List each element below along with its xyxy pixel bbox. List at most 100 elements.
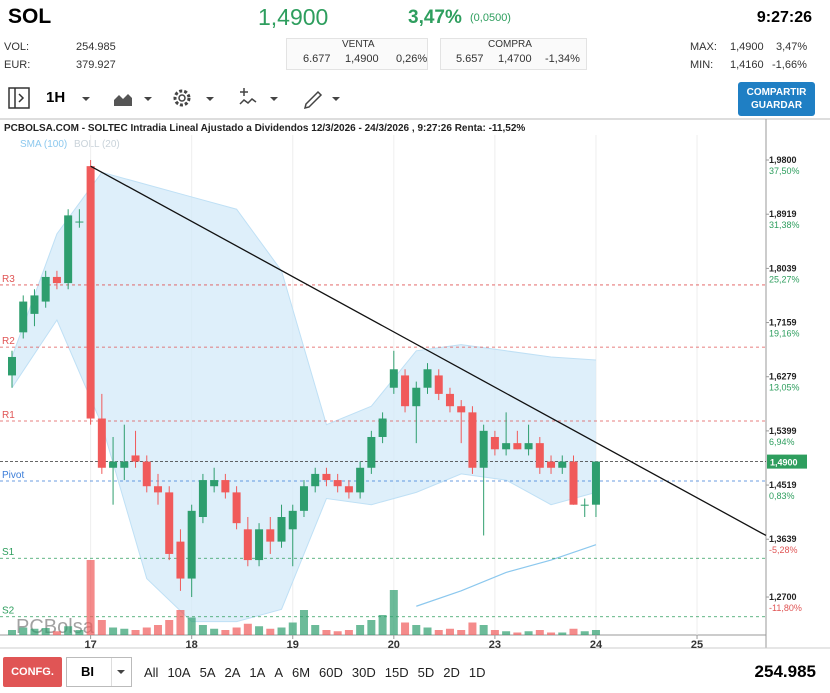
y-tick-label: 1,8919 xyxy=(769,209,797,219)
y-tick-label: 1,3639 xyxy=(769,534,797,544)
boll-upper xyxy=(11,171,596,426)
dropdown-arrow[interactable] xyxy=(144,97,152,101)
period-button[interactable]: 1A xyxy=(249,665,266,680)
y-tick-label: 1,4519 xyxy=(769,480,797,490)
period-button[interactable]: 2D xyxy=(443,665,460,680)
y-tick-label: 1,9800 xyxy=(769,155,797,165)
candle-body xyxy=(401,375,410,407)
vol: 254.985 xyxy=(76,41,116,53)
period-button[interactable]: All xyxy=(144,665,159,680)
min-label: MIN: xyxy=(690,59,714,71)
volume-bar xyxy=(109,627,118,635)
pivot-label: S1 xyxy=(2,547,15,558)
candle-body xyxy=(344,486,353,493)
period-button[interactable]: A xyxy=(274,665,283,680)
chart-type-icon[interactable] xyxy=(114,94,132,106)
volume-bar xyxy=(356,625,365,635)
volume-bar xyxy=(30,628,39,635)
max-label: MAX: xyxy=(690,41,717,53)
sma-line xyxy=(416,544,597,607)
compra-title: COMPRA xyxy=(488,39,532,50)
candle-body xyxy=(277,517,286,542)
pivot-label: R1 xyxy=(2,410,15,421)
interval[interactable]: 1H xyxy=(46,89,66,106)
y-tick-pct: 37,50% xyxy=(769,166,800,176)
period-button[interactable]: 15D xyxy=(384,665,409,680)
volume-bar xyxy=(277,627,286,635)
candle-body xyxy=(86,166,95,419)
candle-body xyxy=(165,492,174,554)
pivot-label: Pivot xyxy=(2,470,24,481)
candle-body xyxy=(580,504,589,506)
candle-body xyxy=(52,276,61,284)
candle-body xyxy=(569,461,578,505)
dropdown-arrow[interactable] xyxy=(206,97,214,101)
venta-pct: 0,26% xyxy=(396,53,428,65)
volume-bar xyxy=(591,630,600,635)
candle-body xyxy=(142,461,151,487)
candle-body xyxy=(412,387,421,407)
volume-bar xyxy=(232,627,241,635)
mode-select[interactable]: BI xyxy=(66,657,132,687)
eur-label: EUR: xyxy=(4,59,31,71)
volume-bar xyxy=(547,632,556,635)
candle-body xyxy=(221,480,230,493)
period-button[interactable]: 5A xyxy=(199,665,216,680)
volume-bar xyxy=(445,628,454,635)
config-button[interactable]: CONFG. xyxy=(3,657,62,687)
volume-bar xyxy=(210,628,219,635)
period-button[interactable]: 2A xyxy=(224,665,241,680)
draw-icon[interactable] xyxy=(303,90,323,110)
x-tick-label: 20 xyxy=(388,639,400,651)
venta-box xyxy=(286,38,428,70)
share-button[interactable]: COMPARTIR GUARDAR xyxy=(738,82,815,116)
candle-body xyxy=(479,430,488,468)
save-label: GUARDAR xyxy=(750,100,803,111)
volume-bar xyxy=(255,626,264,635)
volume-bar xyxy=(8,630,16,635)
panel-icon[interactable] xyxy=(8,87,30,109)
price: 1,4900 xyxy=(258,4,329,30)
period-button[interactable]: 10A xyxy=(167,665,191,680)
period-button[interactable]: 60D xyxy=(319,665,343,680)
volume-bar xyxy=(120,628,129,635)
y-tick-label: 1,6279 xyxy=(769,372,797,382)
candle-body xyxy=(490,436,499,450)
candle-body xyxy=(434,375,443,394)
volume-bar xyxy=(513,632,522,635)
volume-bar xyxy=(322,630,331,635)
dropdown-arrow[interactable] xyxy=(270,97,278,101)
candle-body xyxy=(198,480,207,518)
candle-body xyxy=(513,443,522,450)
chart-title: PCBOLSA.COM - SOLTEC Intradia Lineal Aju… xyxy=(4,123,525,134)
volume-bar xyxy=(378,615,387,635)
period-button[interactable]: 5D xyxy=(417,665,435,680)
y-tick-pct: 6,94% xyxy=(769,437,795,447)
volume-bar xyxy=(41,628,50,635)
dropdown-arrow[interactable] xyxy=(332,97,340,101)
settings-icon[interactable] xyxy=(173,89,191,107)
candle-body xyxy=(322,473,331,481)
indicator-icon[interactable] xyxy=(239,88,257,105)
candle-body xyxy=(367,436,376,468)
candle-body xyxy=(299,486,308,511)
boll-lower xyxy=(11,318,597,623)
candle-body xyxy=(8,356,16,376)
candle-body xyxy=(266,529,275,542)
period-button[interactable]: 1D xyxy=(468,665,486,680)
candle-body xyxy=(378,418,387,437)
volume-bar xyxy=(457,630,466,635)
volume-bar xyxy=(367,620,376,635)
y-tick-label: 1,2700 xyxy=(769,592,797,602)
time: 9:27:26 xyxy=(756,9,812,26)
dropdown-arrow[interactable] xyxy=(82,97,90,101)
current-label: 1,4900 xyxy=(770,458,798,468)
y-tick-pct: -5,28% xyxy=(769,545,798,555)
candle-body xyxy=(423,369,432,388)
volume-bar xyxy=(535,630,544,635)
period-button[interactable]: 30D xyxy=(351,665,376,680)
period-button[interactable]: 6M xyxy=(291,665,311,680)
candle-body xyxy=(547,461,556,468)
candle-body xyxy=(97,418,106,468)
compra-box xyxy=(440,38,587,70)
